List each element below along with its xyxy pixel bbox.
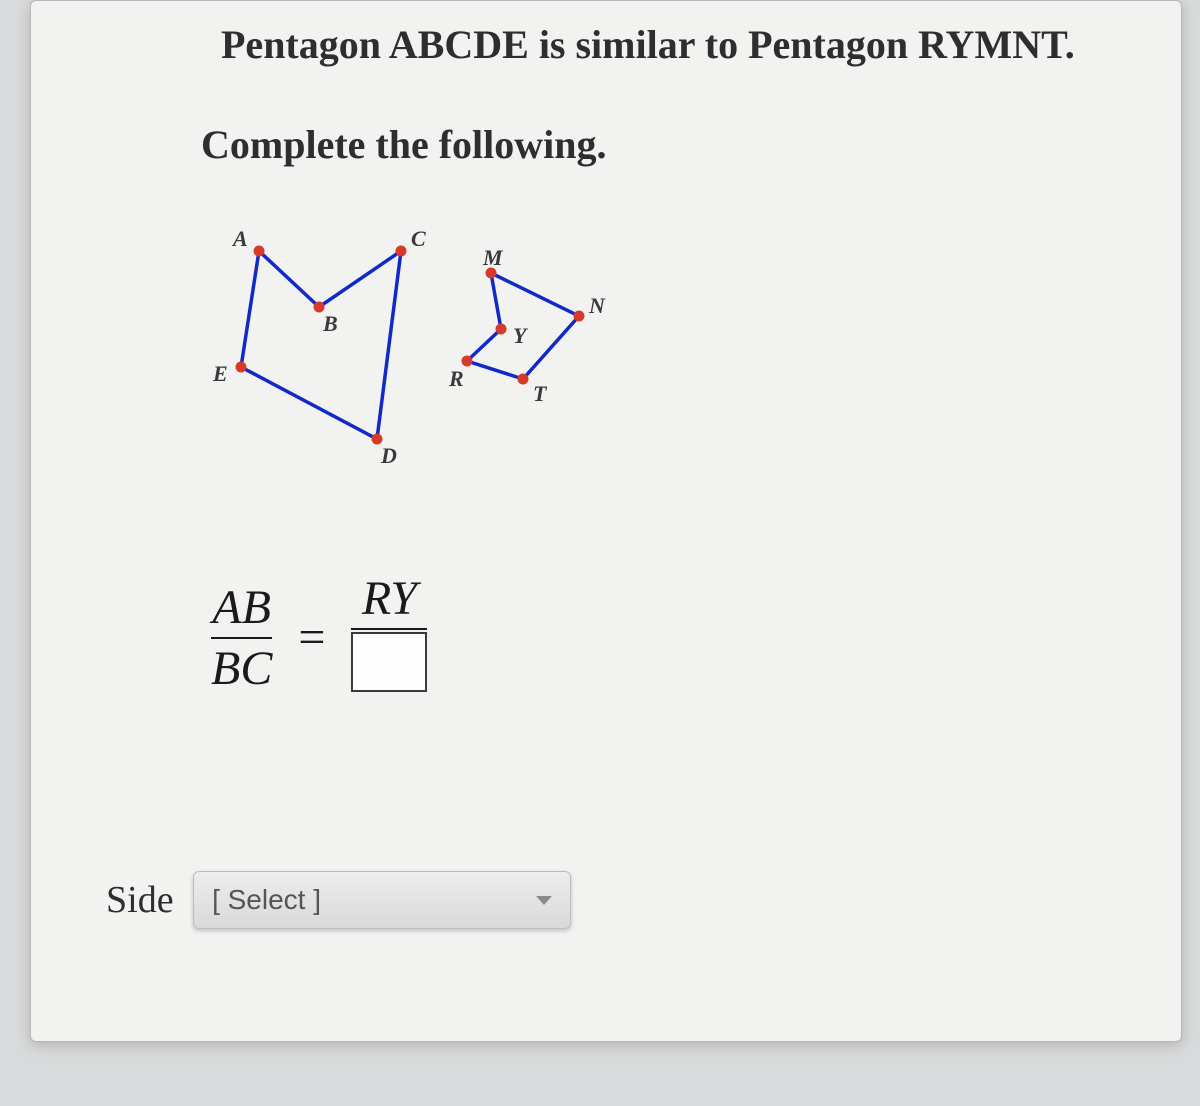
label-b: B — [322, 311, 338, 336]
pentagon-abcde — [241, 251, 401, 439]
side-select-placeholder: [ Select ] — [212, 884, 321, 916]
question-subtitle: Complete the following. — [201, 121, 607, 168]
side-select-dropdown[interactable]: [ Select ] — [193, 871, 571, 929]
label-d: D — [380, 443, 397, 468]
label-c: C — [411, 231, 426, 251]
label-y: Y — [513, 323, 529, 348]
side-answer-row: Side [ Select ] — [106, 871, 571, 929]
vertex-t — [518, 374, 529, 385]
fraction-line — [211, 637, 272, 639]
label-t: T — [533, 381, 548, 406]
fraction-left-bottom: BC — [211, 642, 272, 695]
vertex-a — [254, 246, 265, 257]
pentagon-diagram: A B C D E R Y M N T — [201, 231, 671, 511]
vertex-r — [462, 356, 473, 367]
label-r: R — [448, 366, 464, 391]
answer-blank-box[interactable] — [351, 632, 427, 692]
chevron-down-icon — [536, 894, 552, 906]
fraction-left-top: AB — [212, 581, 271, 634]
label-e: E — [212, 361, 228, 386]
question-title: Pentagon ABCDE is similar to Pentagon RY… — [221, 21, 1075, 68]
fraction-line — [351, 628, 427, 630]
label-m: M — [482, 245, 504, 270]
vertex-n — [574, 311, 585, 322]
vertex-c — [396, 246, 407, 257]
vertex-e — [236, 362, 247, 373]
question-card: Pentagon ABCDE is similar to Pentagon RY… — [30, 0, 1182, 1042]
proportion-equation: AB BC = RY — [211, 571, 427, 704]
vertex-y — [496, 324, 507, 335]
label-a: A — [231, 231, 248, 251]
side-label: Side — [106, 878, 174, 922]
fraction-right-top: RY — [362, 572, 417, 625]
label-n: N — [588, 293, 606, 318]
equals-sign: = — [298, 610, 325, 665]
